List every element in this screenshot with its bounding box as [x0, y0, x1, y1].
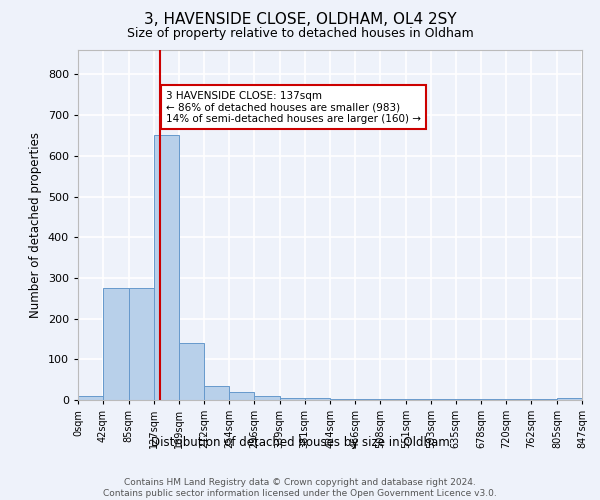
Text: Contains HM Land Registry data © Crown copyright and database right 2024.
Contai: Contains HM Land Registry data © Crown c…: [103, 478, 497, 498]
Bar: [204, 386, 229, 400]
Bar: [154, 136, 179, 400]
Bar: [355, 399, 380, 400]
Bar: [78, 396, 103, 400]
Bar: [456, 399, 481, 400]
Bar: [103, 288, 128, 400]
Text: Distribution of detached houses by size in Oldham: Distribution of detached houses by size …: [151, 436, 449, 449]
Text: 3 HAVENSIDE CLOSE: 137sqm
← 86% of detached houses are smaller (983)
14% of semi: 3 HAVENSIDE CLOSE: 137sqm ← 86% of detac…: [166, 90, 421, 124]
Bar: [481, 399, 506, 400]
Bar: [506, 399, 532, 400]
Bar: [254, 396, 280, 400]
Bar: [330, 399, 355, 400]
Bar: [380, 399, 406, 400]
Text: Size of property relative to detached houses in Oldham: Size of property relative to detached ho…: [127, 28, 473, 40]
Bar: [406, 399, 431, 400]
Y-axis label: Number of detached properties: Number of detached properties: [29, 132, 42, 318]
Bar: [128, 288, 154, 400]
Bar: [179, 343, 204, 400]
Bar: [305, 398, 330, 400]
Text: 3, HAVENSIDE CLOSE, OLDHAM, OL4 2SY: 3, HAVENSIDE CLOSE, OLDHAM, OL4 2SY: [143, 12, 457, 28]
Bar: [557, 398, 582, 400]
Bar: [280, 398, 305, 400]
Bar: [229, 392, 254, 400]
Bar: [431, 399, 456, 400]
Bar: [532, 399, 557, 400]
